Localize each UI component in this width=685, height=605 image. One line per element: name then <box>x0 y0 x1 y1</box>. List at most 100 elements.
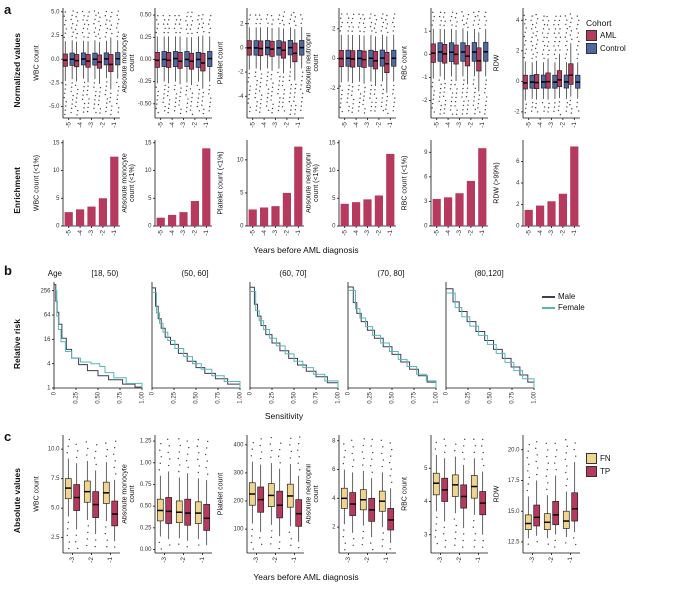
svg-text:WBC count (<1%): WBC count (<1%) <box>34 155 41 211</box>
svg-text:-2: -2 <box>468 122 475 128</box>
panel-c-x-axis-label: Years before AML diagnosis <box>253 572 359 582</box>
svg-text:0: 0 <box>444 391 450 395</box>
svg-text:-3: -3 <box>456 230 463 236</box>
svg-text:-5: -5 <box>525 122 532 128</box>
svg-text:-4: -4 <box>353 122 360 128</box>
legend-item-fn: FN <box>586 453 611 464</box>
svg-text:-2: -2 <box>284 122 291 128</box>
svg-text:15: 15 <box>145 140 152 146</box>
age-group-header: Age [18, 50) (50, 60] (60, 70] (70, 80] … <box>30 265 685 278</box>
svg-text:RBC count (<1%): RBC count (<1%) <box>402 156 409 211</box>
panel-c-row: Absolute values 10.0 7.5 5.0 2.5 WBC count -3… <box>4 431 685 571</box>
absolute-boxplot-charts: 10.0 7.5 5.0 2.5 WBC count -3 -2 -1 1.25 1.00 0.75… <box>30 431 582 571</box>
aml-swatch <box>586 30 597 41</box>
svg-text:0: 0 <box>240 45 244 51</box>
legend-item-male: Male <box>542 292 585 301</box>
svg-text:-2: -2 <box>468 230 475 236</box>
svg-text:1.00: 1.00 <box>238 391 244 403</box>
svg-text:1.00: 1.00 <box>140 391 146 403</box>
svg-text:0.75: 0.75 <box>314 391 320 403</box>
svg-text:RDW: RDW <box>494 485 501 502</box>
svg-text:RDW: RDW <box>494 54 501 71</box>
svg-text:0.25: 0.25 <box>270 391 276 403</box>
svg-text:-2: -2 <box>100 122 107 128</box>
svg-text:1.00: 1.00 <box>140 460 152 466</box>
svg-text:5.0: 5.0 <box>51 9 60 15</box>
svg-text:Absolute neutrophil: Absolute neutrophil <box>306 33 313 93</box>
svg-text:-2: -2 <box>376 122 383 128</box>
svg-text:0.25: 0.25 <box>74 391 80 403</box>
svg-text:-3: -3 <box>437 557 444 563</box>
panel-a-row2-axis-label: Enrichment <box>12 166 22 214</box>
svg-text:0: 0 <box>346 391 352 395</box>
svg-text:5: 5 <box>56 196 60 202</box>
svg-text:4: 4 <box>516 18 520 24</box>
fn-tp-legend: FN TP <box>586 451 611 477</box>
svg-text:2: 2 <box>332 525 336 531</box>
normalized-boxplot-charts: 5.0 2.5 0.0 -2.5 -5.0 WBC count -5 -4 -3 -2 -1 0.50… <box>30 4 582 136</box>
cohort-legend: Cohort AML Control <box>586 18 626 54</box>
panel-b-row: Relative risk 256 64 16 4 1 0 0.25 0.50 0.75 1.00… <box>4 278 685 410</box>
svg-text:Absolute monocyte: Absolute monocyte <box>122 464 129 524</box>
svg-text:0.50: 0.50 <box>96 391 102 403</box>
svg-text:0: 0 <box>516 224 520 230</box>
rdw-boxplot: 4 2 0 -2 RDW -5 -4 -3 -2 -1 <box>494 8 581 128</box>
svg-text:3: 3 <box>424 199 428 205</box>
svg-text:0.75: 0.75 <box>412 391 418 403</box>
svg-text:5: 5 <box>240 191 244 197</box>
svg-text:0: 0 <box>516 79 520 85</box>
svg-text:3: 3 <box>424 532 428 538</box>
svg-text:0.25: 0.25 <box>140 525 152 531</box>
svg-text:-4: -4 <box>445 230 452 236</box>
svg-text:4: 4 <box>47 361 51 367</box>
svg-text:400: 400 <box>233 442 244 448</box>
svg-text:-2: -2 <box>192 122 199 128</box>
svg-text:-0.50: -0.50 <box>138 101 152 107</box>
svg-text:6: 6 <box>424 174 428 180</box>
svg-text:-4: -4 <box>77 230 84 236</box>
svg-text:count: count <box>313 54 320 71</box>
svg-text:-3: -3 <box>364 122 371 128</box>
svg-text:0.75: 0.75 <box>216 391 222 403</box>
svg-text:0: 0 <box>52 391 58 395</box>
relative-risk-chart-60-70: 0 0.25 0.50 0.75 1.00 <box>248 282 342 404</box>
svg-text:0.50: 0.50 <box>194 391 200 403</box>
svg-text:20.0: 20.0 <box>508 447 520 453</box>
svg-text:-5: -5 <box>65 230 72 236</box>
svg-text:15: 15 <box>53 140 60 146</box>
absolute-neutrophil-count-boxplot: 2 0 -2 Absolute neutrophil count -5 -4 -3 -2 -1 <box>306 8 397 128</box>
rbc-count-boxplot: 5 4 3 RBC count -3 -2 -1 <box>402 435 488 563</box>
svg-text:-2: -2 <box>548 557 555 563</box>
svg-text:-2: -2 <box>192 230 199 236</box>
svg-text:-1: -1 <box>199 557 206 563</box>
age-group-title-1: [18, 50) <box>91 269 119 278</box>
legend-item-tp: TP <box>586 466 611 477</box>
panel-a-row2: Enrichment 0 5 10 15 WBC count (<1%) -5 -4 -3 -2… <box>4 136 685 244</box>
svg-text:Platelet count: Platelet count <box>218 42 225 84</box>
svg-text:2: 2 <box>516 202 520 208</box>
svg-text:7.5: 7.5 <box>51 476 60 482</box>
absolute-monocyte-count-1-barchart: 0 5 10 15 Absolute monocyte count (<1%) -5 -4 -3… <box>122 140 212 236</box>
svg-text:10: 10 <box>237 157 244 163</box>
svg-text:0.50: 0.50 <box>140 504 152 510</box>
svg-text:0: 0 <box>240 224 244 230</box>
svg-text:64: 64 <box>44 313 51 319</box>
svg-text:8: 8 <box>332 438 336 444</box>
svg-text:Platelet count (<1%): Platelet count (<1%) <box>218 151 225 214</box>
relative-risk-chart-18-50: 256 64 16 4 10 0.25 0.50 0.75 1.00 <box>40 282 146 404</box>
legend-fn-label: FN <box>600 454 611 463</box>
svg-text:-2.5: -2.5 <box>49 80 60 86</box>
svg-text:-3: -3 <box>272 230 279 236</box>
svg-text:0: 0 <box>150 391 156 395</box>
age-group-title-5: (80,120] <box>474 269 504 278</box>
svg-text:-5: -5 <box>249 230 256 236</box>
svg-text:count: count <box>129 485 136 502</box>
legend-item-control: Control <box>586 43 626 54</box>
svg-text:-3: -3 <box>180 230 187 236</box>
svg-text:0.25: 0.25 <box>140 35 152 41</box>
svg-text:-2: -2 <box>560 230 567 236</box>
svg-text:5.0: 5.0 <box>51 506 60 512</box>
relative-risk-chart-50-60: 0 0.25 0.50 0.75 1.00 <box>150 282 244 404</box>
svg-text:count (<1%): count (<1%) <box>129 164 136 202</box>
svg-text:-1: -1 <box>291 557 298 563</box>
